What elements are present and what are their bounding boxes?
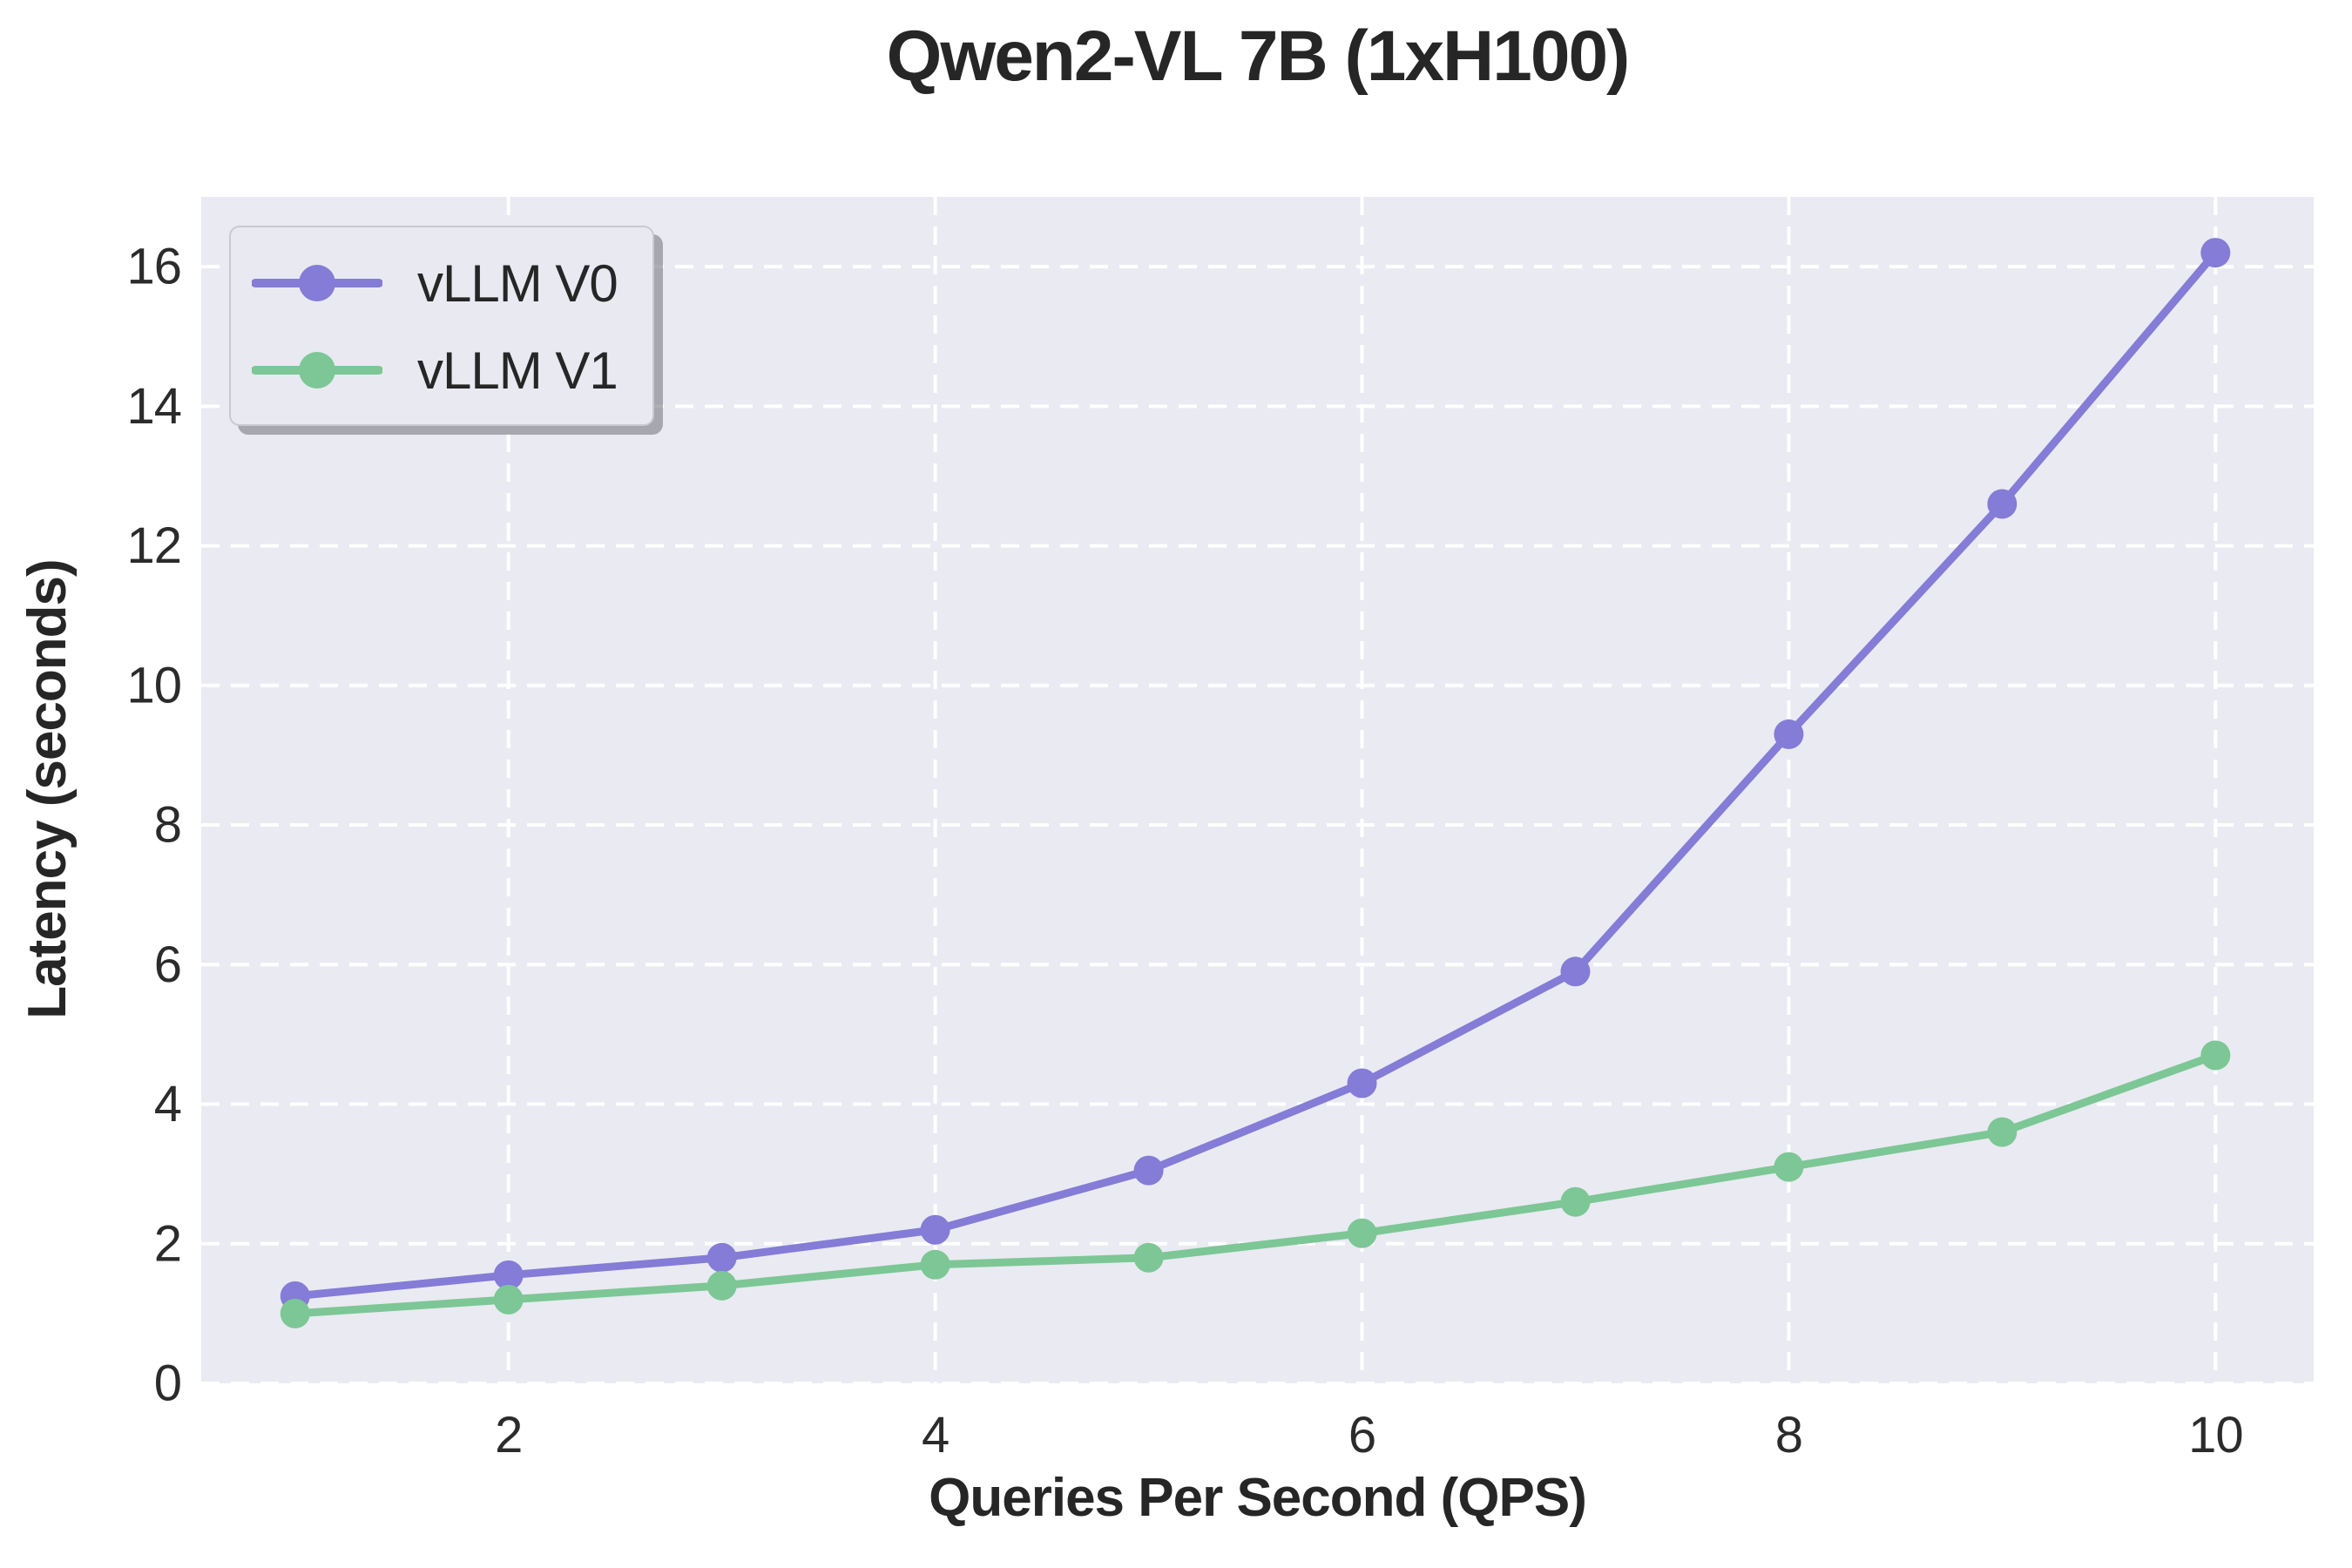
data-point-marker-vllm-v0-qps10: [2200, 238, 2231, 268]
y-tick-label-12: 12: [126, 517, 181, 574]
legend-label-v0: vLLM V0: [417, 253, 618, 313]
y-tick-label-4: 4: [154, 1076, 181, 1132]
data-point-marker-vllm-v1-qps4: [920, 1249, 950, 1280]
data-point-marker-vllm-v1-qps7: [1560, 1186, 1591, 1217]
data-point-marker-vllm-v0-qps2: [493, 1260, 524, 1290]
y-axis-label: Latency (seconds): [17, 559, 78, 1019]
series-line-0: [291, 248, 2220, 1301]
x-tick-label-6: 6: [1348, 1407, 1375, 1463]
data-point-marker-vllm-v1-qps6: [1347, 1218, 1377, 1248]
legend-box: vLLM V0 vLLM V1: [229, 226, 654, 426]
y-tick-label-0: 0: [154, 1355, 181, 1412]
y-tick-label-10: 10: [126, 657, 181, 713]
data-point-marker-vllm-v1-qps5: [1133, 1242, 1164, 1273]
legend-item-vllm-v1: vLLM V1: [252, 327, 652, 414]
data-point-marker-vllm-v0-qps5: [1133, 1155, 1164, 1186]
y-tick-label-8: 8: [154, 797, 181, 854]
y-tick-label-16: 16: [126, 239, 181, 295]
legend-item-vllm-v0: vLLM V0: [252, 240, 652, 327]
legend-label-v1: vLLM V1: [417, 341, 618, 400]
data-point-marker-vllm-v1-qps3: [706, 1270, 737, 1301]
data-point-marker-vllm-v1-qps1: [280, 1298, 310, 1328]
data-point-marker-vllm-v0-qps3: [706, 1242, 737, 1273]
data-point-marker-vllm-v0-qps4: [920, 1214, 950, 1245]
y-tick-label-14: 14: [126, 378, 181, 435]
x-tick-label-10: 10: [2188, 1407, 2243, 1463]
data-point-marker-vllm-v1-qps9: [1987, 1117, 2017, 1147]
x-axis-label: Queries Per Second (QPS): [929, 1468, 1587, 1528]
y-tick-label-6: 6: [154, 936, 181, 993]
x-tick-label-8: 8: [1775, 1407, 1802, 1463]
chart-title: Qwen2-VL 7B (1xH100): [886, 17, 1631, 96]
legend-line-marker-v0: [252, 265, 382, 301]
data-point-marker-vllm-v1-qps10: [2200, 1040, 2231, 1071]
x-tick-label-4: 4: [922, 1407, 949, 1463]
data-point-marker-vllm-v0-qps8: [1774, 719, 1804, 749]
data-point-marker-vllm-v1-qps2: [493, 1284, 524, 1315]
legend-line-marker-v1: [252, 352, 382, 389]
data-point-marker-vllm-v0-qps6: [1347, 1068, 1377, 1098]
data-point-marker-vllm-v0-qps9: [1987, 489, 2017, 519]
x-tick-label-2: 2: [495, 1407, 522, 1463]
y-tick-label-2: 2: [154, 1215, 181, 1272]
data-point-marker-vllm-v1-qps8: [1774, 1152, 1804, 1182]
series-line-1: [291, 1051, 2220, 1318]
data-point-marker-vllm-v0-qps7: [1560, 956, 1591, 987]
